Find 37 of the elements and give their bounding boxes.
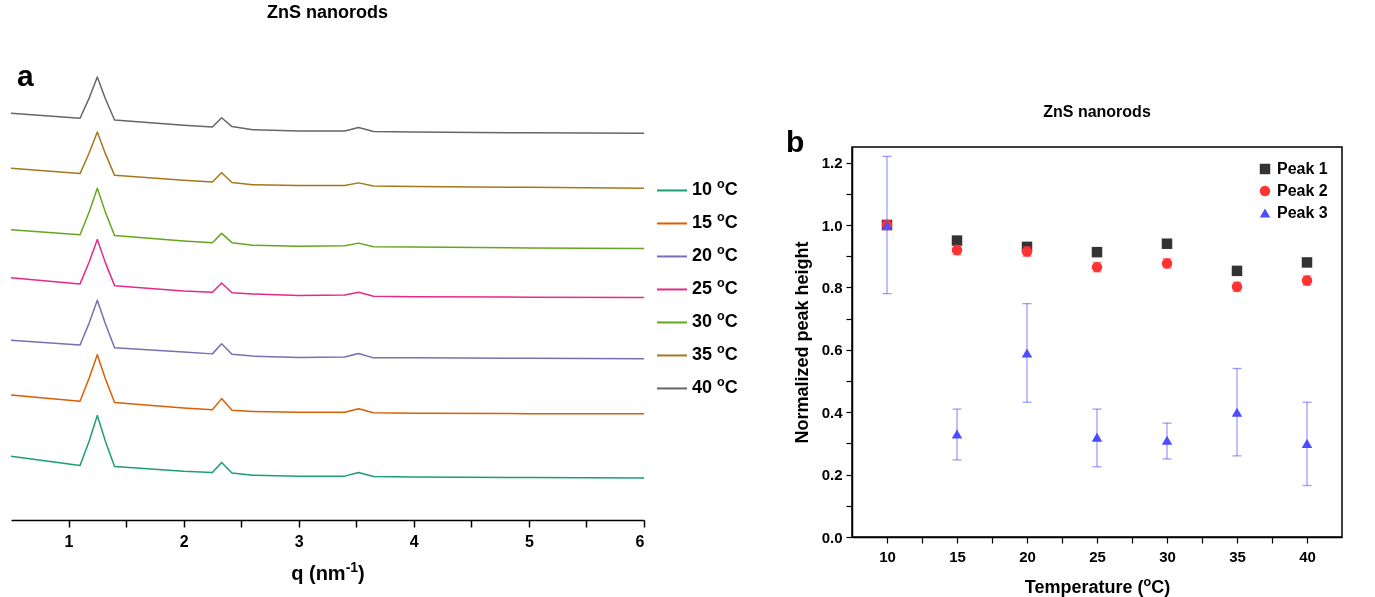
- y-tick-label: 1.2: [821, 154, 843, 172]
- legend-label: 15 $^{o}$C: [692, 210, 738, 233]
- legend-label: Peak 2: [1277, 182, 1328, 199]
- x-tick-label: 20: [1019, 547, 1036, 565]
- text: b: [786, 125, 805, 158]
- x-tick-label: 40: [1299, 547, 1316, 565]
- x-tick-label: 4: [409, 532, 419, 550]
- y-axis-title: Normalized peak height: [791, 241, 812, 444]
- x-tick-label: 3: [294, 532, 304, 550]
- x-tick-label: 30: [1159, 547, 1176, 565]
- annotation: a: [17, 59, 34, 92]
- legend-label: Peak 1: [1277, 160, 1328, 177]
- x-axis-title: q (nm$^{-1}$): [291, 558, 365, 584]
- x-tick-label: 15: [949, 547, 966, 565]
- x-tick-label: 5: [524, 532, 534, 550]
- x-tick-label: 35: [1229, 547, 1246, 565]
- legend-label: 25 $^{o}$C: [692, 276, 738, 299]
- y-tick-label: 0.4: [821, 403, 844, 421]
- y-tick-label: 0.2: [821, 466, 843, 484]
- x-tick-label: 1: [64, 532, 74, 550]
- legend-label: 10 $^{o}$C: [692, 177, 738, 200]
- legend-label: Peak 3: [1277, 204, 1328, 221]
- legend-label: 40 $^{o}$C: [692, 375, 738, 398]
- chart-title: ZnS nanorods: [267, 2, 388, 22]
- x-tick-label: 6: [635, 532, 645, 550]
- y-tick-label: 0.0: [821, 528, 843, 546]
- y-tick-label: 0.6: [821, 341, 843, 359]
- x-tick-label: 25: [1089, 547, 1106, 565]
- legend-label: 30 $^{o}$C: [692, 309, 738, 332]
- chart-title: ZnS nanorods: [1043, 103, 1151, 120]
- y-tick-label: 1.0: [821, 216, 843, 234]
- x-axis-title: Temperature ($^{o}$C): [1024, 574, 1171, 597]
- y-tick-label: 0.8: [821, 278, 843, 296]
- x-tick-label: 2: [179, 532, 189, 550]
- x-tick-label: 10: [879, 547, 896, 565]
- legend-label: 20 $^{o}$C: [692, 243, 738, 266]
- legend-label: 35 $^{o}$C: [692, 342, 738, 365]
